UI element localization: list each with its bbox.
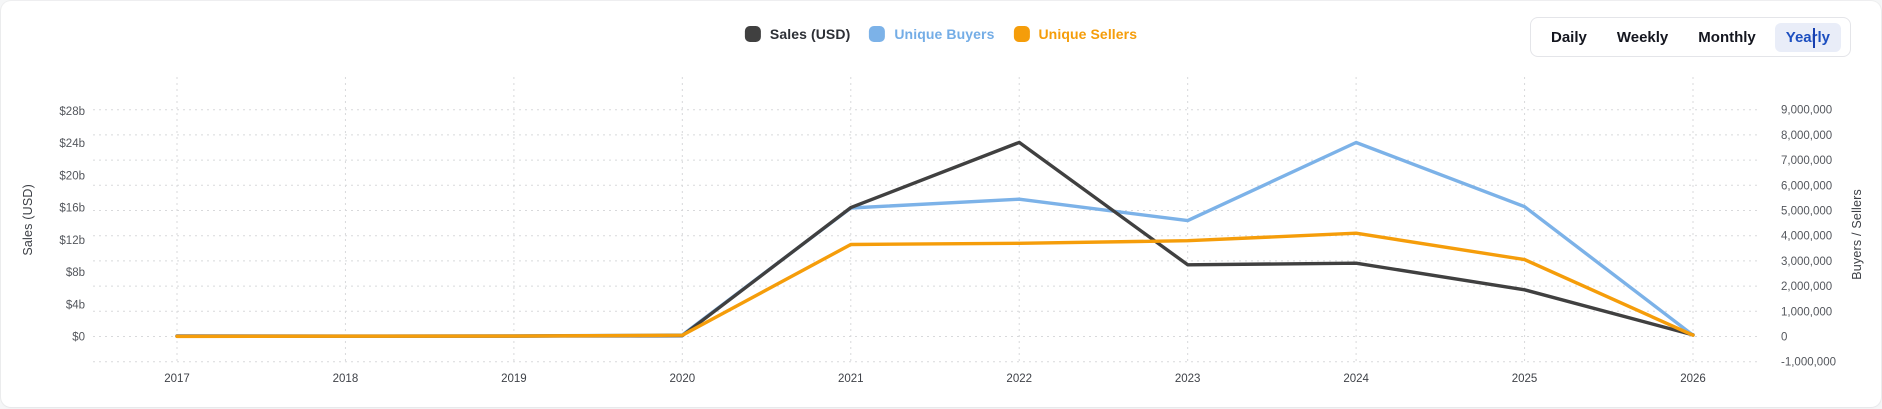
- legend-item-unique-buyers[interactable]: Unique Buyers: [869, 26, 994, 42]
- y2-axis-tick-label: -1,000,000: [1781, 357, 1836, 369]
- legend-label: Unique Sellers: [1038, 26, 1138, 42]
- legend-marker-unique-buyers: [869, 26, 886, 42]
- y2-axis-tick-label: 3,000,000: [1781, 256, 1832, 268]
- range-button-daily[interactable]: Daily: [1540, 23, 1598, 52]
- legend-label: Unique Buyers: [894, 26, 995, 42]
- range-button-monthly[interactable]: Monthly: [1687, 23, 1767, 52]
- y-axis-tick-label: $20b: [59, 170, 85, 182]
- series-line-unique-buyers: [175, 140, 1695, 338]
- range-selector: Daily Weekly Monthly Yearly: [1529, 17, 1851, 57]
- y-axis-tick-label: $4b: [66, 299, 85, 311]
- legend-item-sales-usd[interactable]: Sales (USD): [744, 26, 851, 42]
- series-line-unique-sellers: [175, 231, 1695, 339]
- x-axis-tick-label: 2017: [164, 373, 190, 385]
- x-axis-tick-label: 2026: [1680, 373, 1706, 385]
- chart-legend: Sales (USD) Unique Buyers Unique Sellers: [744, 26, 1137, 42]
- x-axis-tick-label: 2021: [838, 373, 864, 385]
- y2-axis-tick-label: 6,000,000: [1781, 180, 1832, 192]
- x-axis-tick-label: 2023: [1175, 373, 1201, 385]
- y-axis-tick-label: $24b: [59, 138, 85, 150]
- y-axis-tick-label: $12b: [59, 235, 85, 247]
- y2-axis-tick-label: 9,000,000: [1781, 105, 1832, 117]
- y2-axis-tick-label: 5,000,000: [1781, 206, 1832, 218]
- x-axis-tick-label: 2022: [1006, 373, 1032, 385]
- y2-axis-tick-label: 2,000,000: [1781, 281, 1832, 293]
- left-axis-title: Sales (USD): [21, 184, 35, 256]
- x-axis-tick-label: 2024: [1343, 373, 1369, 385]
- x-axis-tick-label: 2018: [333, 373, 359, 385]
- x-axis-tick-label: 2020: [670, 373, 696, 385]
- y-axis-tick-label: $16b: [59, 203, 85, 215]
- range-button-yearly[interactable]: Yearly: [1774, 22, 1841, 52]
- y-axis-tick-label: $8b: [66, 267, 85, 279]
- y-axis-tick-label: $0: [72, 332, 85, 344]
- y2-axis-tick-label: 0: [1781, 332, 1787, 344]
- y2-axis-tick-label: 7,000,000: [1781, 155, 1832, 167]
- legend-item-unique-sellers[interactable]: Unique Sellers: [1013, 26, 1137, 42]
- x-axis-tick-label: 2019: [501, 373, 527, 385]
- right-axis-title: Buyers / Sellers: [1850, 189, 1864, 280]
- series-line-sales-usd: [175, 140, 1695, 338]
- y-axis-tick-label: $28b: [59, 106, 85, 118]
- y2-axis-tick-label: 4,000,000: [1781, 231, 1832, 243]
- legend-marker-unique-sellers: [1013, 26, 1030, 42]
- y2-axis-tick-label: 8,000,000: [1781, 130, 1832, 142]
- x-axis-tick-label: 2025: [1512, 373, 1538, 385]
- legend-marker-sales-usd: [744, 26, 761, 42]
- range-button-weekly[interactable]: Weekly: [1606, 23, 1679, 52]
- y2-axis-tick-label: 1,000,000: [1781, 306, 1832, 318]
- text-cursor: [1813, 27, 1816, 48]
- legend-label: Sales (USD): [769, 26, 851, 42]
